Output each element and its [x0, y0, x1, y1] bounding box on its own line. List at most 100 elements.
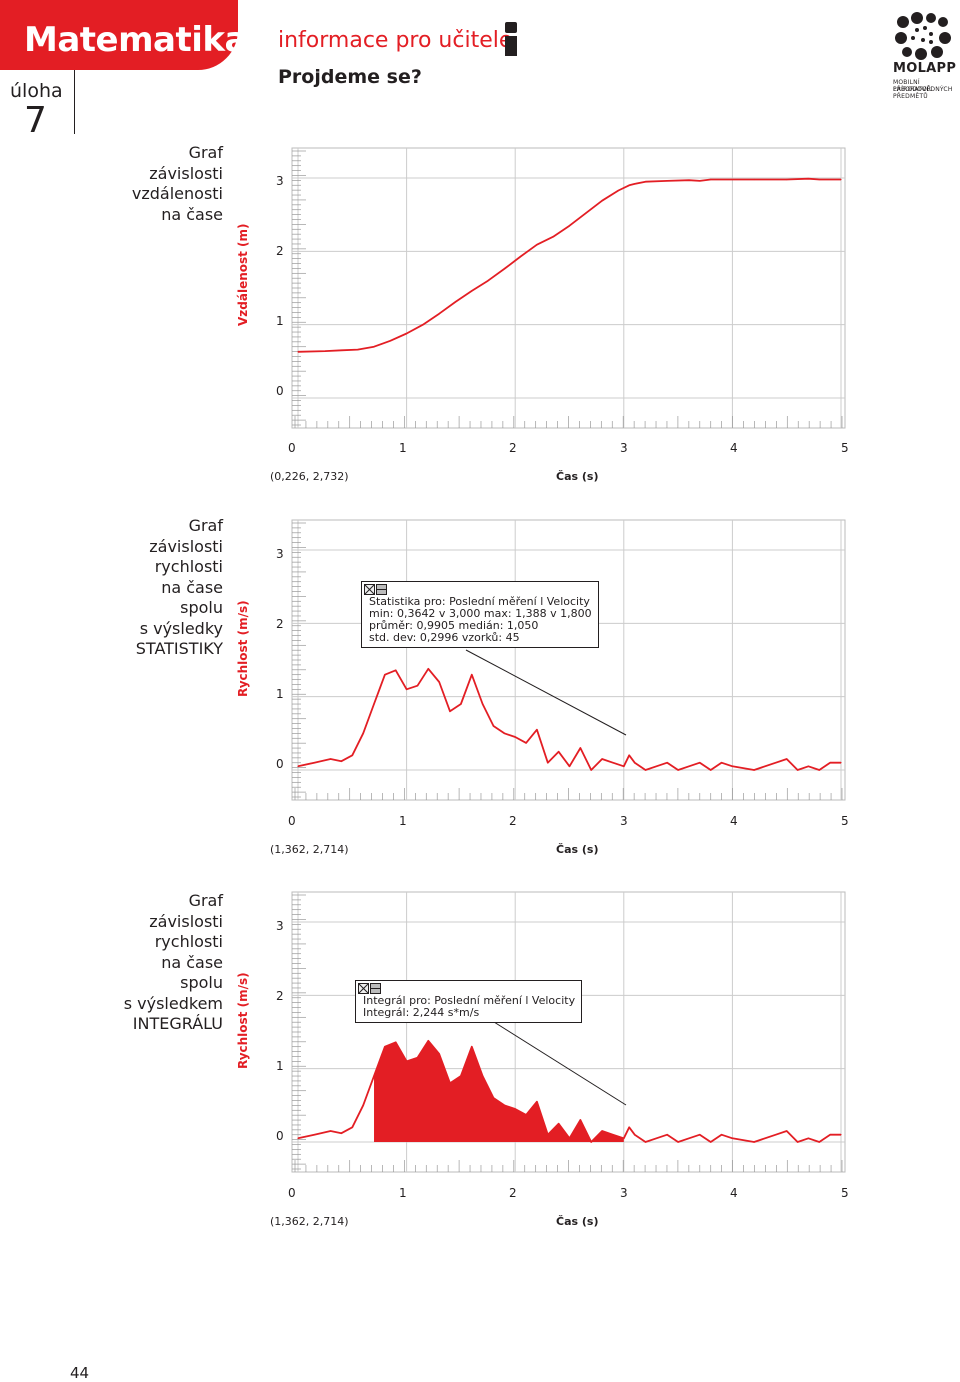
data-point — [644, 769, 647, 771]
plot-frame — [291, 519, 846, 801]
data-point — [731, 178, 734, 181]
data-point — [840, 178, 842, 181]
x-tick-label: 2 — [509, 1186, 517, 1200]
data-point — [487, 280, 489, 282]
x-tick-label: 0 — [288, 1186, 296, 1200]
data-point — [406, 332, 408, 335]
data-point — [536, 244, 538, 246]
plot-frame — [291, 147, 846, 429]
data-point — [438, 313, 440, 315]
section-label-line: spolu — [180, 973, 223, 992]
x-tick-label: 1 — [399, 441, 407, 455]
task-label: úloha — [10, 80, 63, 102]
data-point — [438, 1053, 440, 1055]
data-point — [525, 1114, 527, 1116]
data-point — [666, 1134, 668, 1136]
box-controls-icon[interactable] — [364, 584, 388, 595]
x-tick-label: 4 — [730, 441, 738, 455]
data-point — [688, 1137, 690, 1139]
data-point — [422, 324, 424, 326]
data-point — [536, 729, 538, 731]
section-label-line: na čase — [161, 204, 223, 224]
data-point — [753, 178, 755, 181]
data-point — [623, 765, 625, 767]
statistics-box: Statistika pro: Poslední měření l Veloci… — [361, 581, 599, 648]
section-label: Graf závislosti rychlosti na čase spolu … — [124, 891, 223, 1035]
x-axis-title: Čas (s) — [556, 1215, 599, 1228]
subject-banner — [0, 0, 238, 70]
section-label-line: spolu — [180, 598, 223, 617]
data-point — [796, 1141, 799, 1143]
x-tick-label: 2 — [509, 441, 517, 455]
y-tick-label: 2 — [276, 989, 284, 1003]
data-point — [634, 762, 636, 764]
info-icon-stem — [505, 36, 517, 56]
data-point — [612, 762, 614, 764]
data-point — [525, 742, 527, 744]
data-point — [590, 769, 592, 771]
data-point — [731, 765, 734, 767]
data-point — [552, 236, 554, 238]
data-point — [297, 765, 299, 767]
x-axis-title: Čas (s) — [556, 470, 599, 483]
x-tick-label: 4 — [730, 1186, 738, 1200]
data-point — [677, 1141, 679, 1143]
data-point — [786, 758, 788, 760]
y-tick-label: 3 — [276, 919, 284, 933]
data-point — [644, 181, 647, 183]
data-point — [449, 710, 451, 712]
y-tick-label: 0 — [276, 757, 284, 771]
data-point — [492, 725, 495, 727]
data-point — [351, 1126, 353, 1128]
section-label: Graf závislosti vzdálenosti na čase — [132, 143, 223, 225]
data-point — [438, 681, 440, 683]
y-tick-label: 3 — [276, 547, 284, 561]
brand-sub-line: PŘÍRODOVĚDNÝCH — [893, 86, 953, 93]
data-point — [786, 178, 788, 181]
data-point — [699, 1134, 701, 1136]
data-point — [818, 769, 820, 771]
integral-area — [374, 1040, 624, 1142]
data-point — [601, 200, 603, 202]
data-point — [389, 340, 391, 342]
data-point — [482, 1075, 484, 1077]
statistics-line: std. dev: 0,2996 vzorků: 45 — [369, 631, 520, 644]
data-point — [373, 1075, 375, 1077]
box-controls-icon[interactable] — [358, 983, 382, 994]
box-pointer-line — [493, 1021, 627, 1106]
y-tick-label: 1 — [276, 314, 284, 328]
data-point — [612, 1134, 614, 1136]
data-point — [362, 1104, 364, 1106]
y-tick-label: 3 — [276, 174, 284, 188]
data-point — [547, 762, 549, 764]
data-point — [340, 760, 343, 762]
data-point — [840, 762, 842, 764]
task-number: 7 — [24, 100, 47, 141]
data-point — [558, 1123, 560, 1125]
data-point — [818, 1141, 820, 1143]
data-point — [579, 1119, 581, 1121]
data-point — [628, 1126, 630, 1128]
data-point — [492, 1097, 495, 1099]
data-point — [384, 674, 386, 676]
cursor-coordinates: (1,362, 2,714) — [270, 843, 349, 856]
data-point — [699, 180, 701, 182]
data-point — [416, 1057, 419, 1059]
data-point — [840, 1134, 842, 1136]
section-label-line: závislosti — [149, 163, 223, 183]
data-point — [313, 1134, 315, 1136]
data-point — [775, 762, 777, 764]
section-label-line: rychlosti — [154, 932, 223, 951]
data-point — [644, 1141, 647, 1143]
data-point — [601, 758, 603, 760]
data-point — [297, 1137, 299, 1139]
data-point — [590, 1141, 592, 1143]
data-point — [720, 1134, 723, 1136]
data-point — [829, 762, 831, 764]
integral-line: Integrál pro: Poslední měření l Velocity — [363, 994, 576, 1007]
data-point — [449, 1082, 451, 1084]
data-point — [731, 1137, 734, 1139]
y-tick-label: 0 — [276, 1129, 284, 1143]
